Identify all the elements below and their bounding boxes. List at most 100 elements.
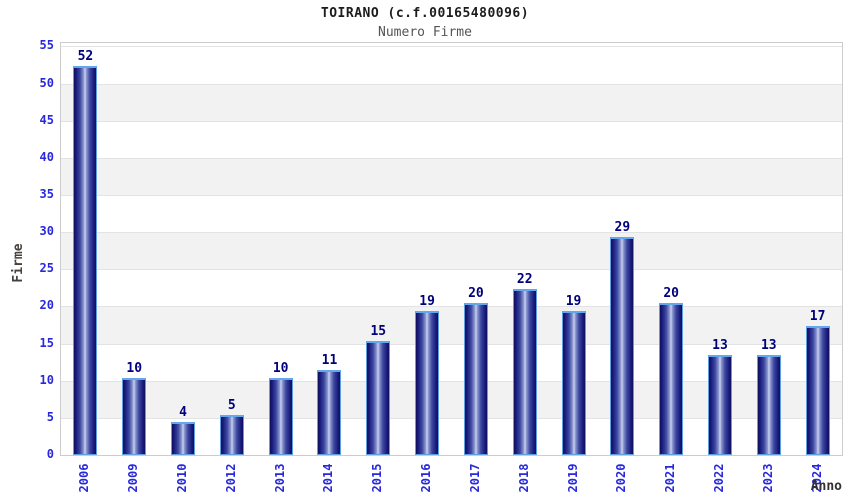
bar-value-label: 29: [614, 219, 631, 235]
x-axis-title: Anno: [810, 479, 842, 494]
bar-value-label: 20: [663, 286, 679, 302]
bar-slot-2019: 19: [549, 43, 598, 455]
bar-slot-2009: 10: [110, 43, 159, 455]
x-tick-slot: 2020: [597, 458, 646, 498]
x-tick-slot: 2021: [646, 458, 695, 498]
bar-value-label: 15: [370, 323, 387, 339]
x-tick-slot: 2014: [304, 458, 353, 498]
grid-band: [61, 120, 842, 158]
grid-band: [61, 83, 842, 121]
y-tick-label: 0: [46, 447, 54, 461]
y-tick-label: 20: [39, 298, 54, 313]
chart-title: TOIRANO (c.f.00165480096): [320, 6, 530, 21]
bar-value-label: 17: [809, 308, 826, 324]
x-tick-label: 2019: [565, 463, 580, 493]
y-axis-tick-labels: 0 5 10 15 20 25 30 35 40 45 50 55: [0, 0, 54, 500]
x-tick-label: 2006: [77, 463, 92, 493]
bar-slot-2006: 52: [61, 43, 110, 455]
bar: [122, 377, 147, 455]
bar: [317, 370, 342, 455]
bar-slot-2022: 13: [696, 43, 745, 455]
bar: [219, 414, 244, 455]
bar-slot-2021: 20: [647, 43, 696, 455]
x-tick-slot: 2006: [60, 458, 109, 498]
x-tick-slot: 2022: [695, 458, 744, 498]
grid-band: [61, 269, 842, 307]
chart-subtitle: Numero Firme: [378, 25, 472, 40]
bar-slot-2010: 4: [159, 43, 208, 455]
bar-value-label: 19: [419, 293, 435, 309]
bar-value-label: 13: [760, 338, 777, 354]
x-tick-slot: 2017: [451, 458, 500, 498]
x-tick-label: 2020: [614, 463, 629, 493]
bar: [366, 340, 391, 455]
bar: [73, 65, 98, 455]
x-tick-label: 2012: [223, 463, 238, 493]
y-tick-label: 55: [39, 38, 54, 53]
bar-slot-2014: 11: [305, 43, 354, 455]
bar: [512, 288, 537, 455]
grid-band: [61, 232, 842, 270]
y-tick-label: 35: [39, 186, 54, 201]
y-tick-label: 50: [39, 75, 54, 90]
bar-slot-2015: 15: [354, 43, 403, 455]
plot-area: 52 10 4 5 10 11 15 19 20 22 19 29 20 13 13 17: [60, 42, 843, 456]
bar-slot-2023: 13: [744, 43, 793, 455]
x-tick-slot: 2018: [499, 458, 548, 498]
x-tick-label: 2023: [760, 463, 775, 493]
bar-slot-2013: 10: [256, 43, 305, 455]
bar: [463, 303, 488, 455]
bar-slot-2018: 22: [500, 43, 549, 455]
x-tick-label: 2015: [370, 463, 385, 493]
bar-value-label: 52: [77, 48, 94, 64]
x-tick-slot: 2016: [402, 458, 451, 498]
x-axis-tick-labels: 2006 2009 2010 2012 2013 2014 2015 2016 2017 2018…: [60, 458, 841, 498]
bar-value-label: 11: [321, 353, 338, 369]
y-tick-label: 10: [39, 372, 54, 387]
bar: [659, 303, 684, 455]
bar-value-label: 10: [126, 360, 143, 376]
x-tick-label: 2016: [419, 463, 434, 493]
y-tick-label: 5: [46, 409, 54, 424]
bar-slot-2024: 17: [793, 43, 842, 455]
x-tick-label: 2017: [467, 463, 482, 493]
bar-value-label: 20: [468, 286, 484, 302]
bar: [561, 310, 586, 455]
bar-slot-2012: 5: [207, 43, 256, 455]
x-tick-label: 2013: [272, 463, 287, 493]
x-tick-slot: 2009: [109, 458, 158, 498]
y-tick-label: 40: [39, 149, 54, 164]
bar-slot-2020: 29: [598, 43, 647, 455]
bar-value-label: 5: [227, 397, 236, 413]
bar: [756, 355, 781, 455]
x-tick-label: 2021: [663, 463, 678, 493]
x-tick-slot: 2013: [255, 458, 304, 498]
x-tick-label: 2018: [516, 463, 531, 493]
bar-value-label: 4: [179, 405, 187, 421]
bar: [415, 310, 440, 455]
bar: [268, 377, 293, 455]
grid-band: [61, 157, 842, 195]
bar-value-label: 22: [516, 271, 533, 287]
bar-value-label: 13: [712, 338, 728, 354]
bar-value-label: 19: [565, 293, 582, 309]
y-tick-label: 45: [39, 112, 54, 127]
bars-container: 52 10 4 5 10 11 15 19 20 22 19 29 20 13 13 17: [61, 43, 842, 455]
x-tick-slot: 2023: [743, 458, 792, 498]
y-tick-label: 25: [39, 261, 54, 276]
bar: [805, 325, 830, 455]
y-tick-label: 30: [39, 224, 54, 239]
x-tick-slot: 2019: [548, 458, 597, 498]
grid-band: [61, 306, 842, 344]
bar: [171, 422, 196, 455]
x-tick-label: 2022: [711, 463, 726, 493]
x-tick-slot: 2010: [158, 458, 207, 498]
grid-band: [61, 46, 842, 84]
x-tick-slot: 2015: [353, 458, 402, 498]
bar: [707, 355, 732, 455]
x-tick-slot: 2012: [206, 458, 255, 498]
bar-slot-2016: 19: [403, 43, 452, 455]
bar-slot-2017: 20: [452, 43, 501, 455]
x-tick-label: 2009: [126, 463, 141, 493]
